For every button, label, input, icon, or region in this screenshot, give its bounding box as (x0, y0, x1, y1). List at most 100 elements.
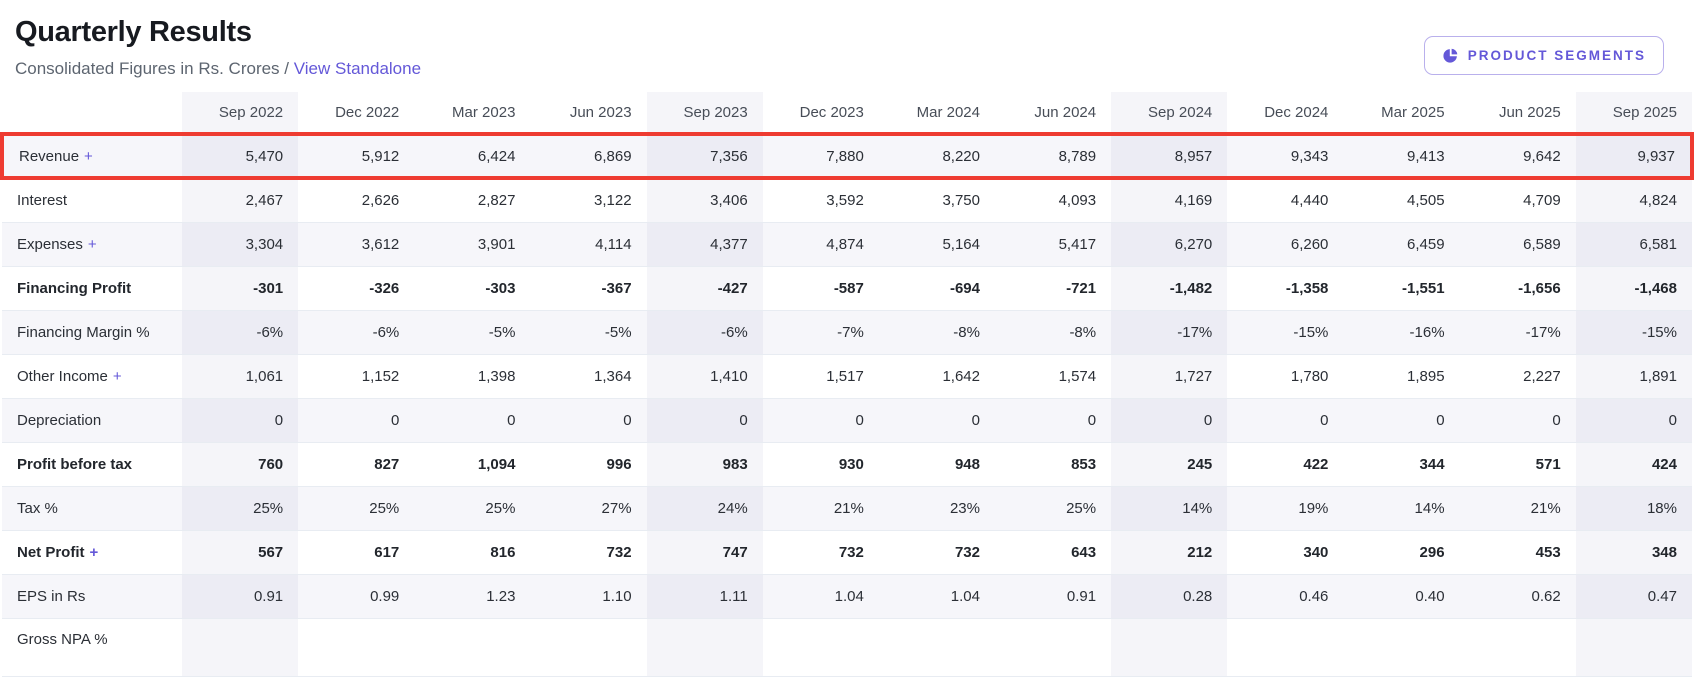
row-label: Gross NPA % (2, 618, 182, 676)
cell-value: -8% (1069, 323, 1097, 341)
cell-value: 14% (1414, 499, 1445, 517)
row-label-text: Revenue (19, 147, 80, 165)
cell-value: 732 (606, 543, 632, 561)
cell-value: 6,581 (1575, 222, 1692, 266)
cell-value: 6,270 (1111, 222, 1228, 266)
view-standalone-link[interactable]: View Standalone (293, 59, 422, 78)
cell-value: 1,061 (182, 354, 299, 398)
cell-value: 3,122 (594, 192, 632, 210)
cell-value: 25% (485, 499, 516, 517)
cell-value: -1,482 (1111, 266, 1228, 310)
cell-value: -427 (646, 266, 763, 310)
header-text-block: Quarterly Results Consolidated Figures i… (15, 16, 421, 79)
cell-value: 0 (971, 411, 980, 429)
row-label: Tax % (2, 486, 182, 530)
cell-value: 1,152 (361, 367, 400, 385)
cell-value: 19% (1298, 499, 1329, 517)
cell-value: 1,398 (477, 367, 516, 385)
table-row: Tax % 25% 25% 25% 27% 24% 21% 23% 25% 14% 19% 14% 21… (2, 486, 1692, 530)
cell-value: 0.99 (370, 587, 400, 605)
cell-value: -15% (1293, 323, 1329, 341)
cell-value: 760 (182, 442, 299, 486)
table-row: Interest 2,467 2,626 2,827 3,122 3,406 3,592 3,… (2, 178, 1692, 222)
cell-value: -8% (953, 323, 980, 341)
cell-value: 747 (646, 530, 763, 574)
cell-value: 567 (182, 530, 299, 574)
column-header: Jun 2025 (1498, 103, 1561, 121)
cell-value: 3,304 (182, 222, 299, 266)
cell-value: 1.04 (834, 587, 864, 605)
cell-value: 1.23 (486, 587, 516, 605)
cell-value: -587 (833, 279, 864, 297)
cell-value: 6,424 (414, 132, 531, 180)
cell-value (1227, 618, 1343, 676)
cell-value: -721 (1066, 279, 1097, 297)
cell-value: 1,727 (1111, 354, 1228, 398)
row-label[interactable]: Revenue + (0, 132, 182, 180)
row-label[interactable]: Expenses + (2, 222, 182, 266)
cell-value: 4,114 (595, 235, 632, 253)
table-row: Other Income +1,061 1,152 1,398 1,364 1,410 1,… (2, 354, 1692, 398)
cell-value: 0.46 (1299, 587, 1329, 605)
column-header: Sep 2023 (646, 92, 763, 134)
cell-value: 5,417 (1058, 235, 1097, 253)
cell-value (763, 618, 879, 676)
cell-value: 0.91 (182, 574, 299, 618)
cell-value: -303 (485, 279, 516, 297)
cell-value: 340 (1303, 543, 1329, 561)
row-label-text: Depreciation (17, 411, 102, 429)
cell-value: 0 (390, 411, 400, 429)
cell-value: 18% (1575, 486, 1692, 530)
cell-value: 0 (1575, 398, 1692, 442)
cell-value: 4,505 (1407, 192, 1445, 210)
page-title: Quarterly Results (15, 16, 252, 48)
cell-value: 0 (1320, 411, 1329, 429)
column-header: Jun 2023 (569, 103, 632, 121)
table-row: Revenue +5,470 5,912 6,424 6,869 7,356 7,880 8,… (0, 132, 1694, 180)
cell-value: 4,440 (1290, 192, 1329, 210)
cell-value: 6,869 (530, 132, 647, 180)
subtitle: Consolidated Figures in Rs. Crores / Vie… (15, 59, 421, 79)
row-label: Depreciation (2, 398, 182, 442)
column-header: Dec 2023 (799, 103, 864, 121)
cell-value: 5,470 (182, 132, 299, 180)
cell-value: 9,343 (1227, 132, 1344, 180)
row-label-text: Other Income (17, 367, 108, 385)
cell-value: 422 (1303, 455, 1329, 473)
product-segments-button[interactable]: PRODUCT SEGMENTS (1423, 36, 1664, 75)
cell-value: -6% (646, 310, 763, 354)
row-label-header (2, 92, 182, 134)
expand-plus-icon[interactable]: + (89, 543, 99, 561)
subtitle-text: Consolidated Figures in Rs. Crores / (15, 59, 290, 78)
cell-value: 816 (490, 543, 516, 561)
row-label-text: Net Profit (17, 543, 85, 561)
cell-value: 453 (1535, 543, 1561, 561)
row-label[interactable]: Net Profit + (2, 530, 182, 574)
row-label: EPS in Rs (2, 574, 182, 618)
cell-value: -16% (1409, 323, 1445, 341)
cell-value: 1.11 (646, 574, 763, 618)
cell-value: -17% (1525, 323, 1561, 341)
cell-value: 1,364 (594, 367, 632, 385)
cell-value: 3,750 (942, 192, 980, 210)
cell-value: 1,891 (1575, 354, 1692, 398)
cell-value: -7% (837, 323, 864, 341)
cell-value (995, 618, 1111, 676)
expand-plus-icon[interactable]: + (87, 235, 97, 253)
cell-value: 9,413 (1343, 132, 1460, 180)
cell-value: 571 (1535, 455, 1561, 473)
cell-value: 0.47 (1575, 574, 1692, 618)
cell-value: -326 (369, 279, 400, 297)
expand-plus-icon[interactable]: + (112, 367, 122, 385)
cell-value (646, 618, 763, 676)
row-label[interactable]: Other Income + (2, 354, 182, 398)
cell-value: 6,459 (1407, 235, 1445, 253)
cell-value: 2,227 (1523, 367, 1561, 385)
cell-value: 0 (623, 411, 632, 429)
cell-value: 1,410 (646, 354, 763, 398)
cell-value: -367 (601, 279, 632, 297)
cell-value: 4,093 (1058, 192, 1097, 210)
cell-value: 0 (855, 411, 864, 429)
expand-plus-icon[interactable]: + (84, 147, 93, 165)
